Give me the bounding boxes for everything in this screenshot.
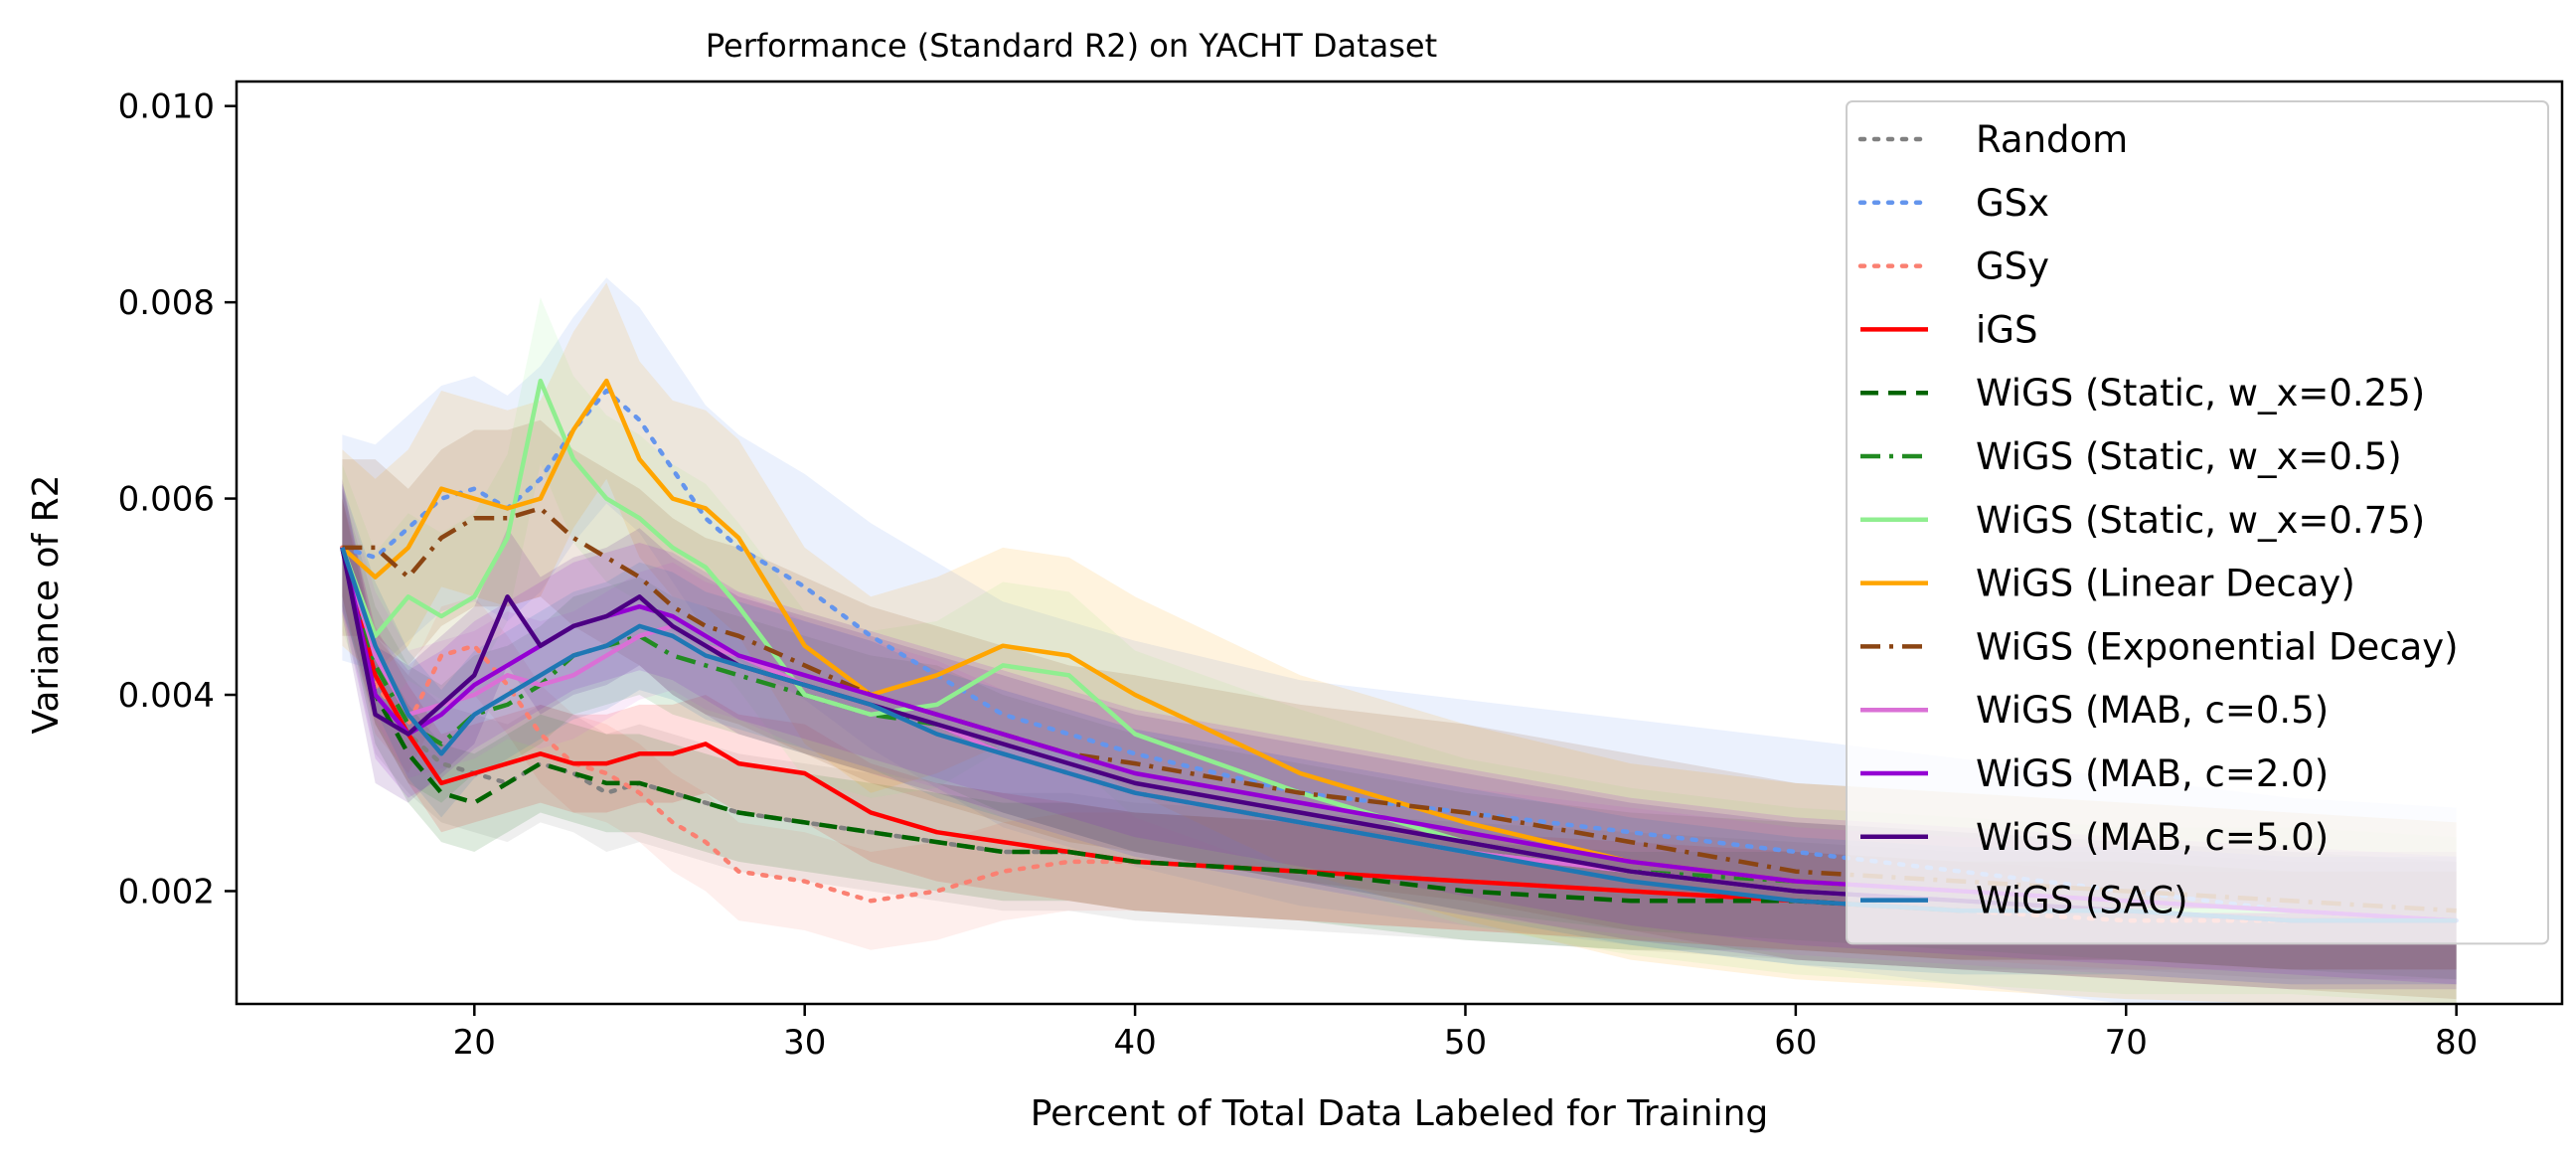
band-wigs-static-w-x-0-25: [342, 498, 2457, 970]
band-igs: [342, 498, 2457, 970]
series-line-wigs-exponential-decay: [342, 506, 2457, 913]
legend-label-wigs-static-w-x-0-25: WiGS (Static, w_x=0.25): [1976, 372, 2425, 414]
legend-label-wigs-mab-c-0-5: WiGS (MAB, c=0.5): [1976, 689, 2329, 732]
plot-frame: [235, 80, 2564, 1006]
x-tick-label: 80: [2435, 1023, 2478, 1063]
x-tick-label: 50: [1444, 1023, 1487, 1063]
series-line-wigs-static-w-x-0-25: [340, 547, 2457, 923]
legend-label-wigs-static-w-x-0-5: WiGS (Static, w_x=0.5): [1976, 435, 2402, 478]
legend-label-wigs-sac: WiGS (SAC): [1976, 880, 2188, 922]
x-axis-ticks: 20 30 40 50 60 70 80: [453, 1004, 2478, 1063]
legend-label-wigs-static-w-x-0-75: WiGS (Static, w_x=0.75): [1976, 499, 2425, 542]
legend-label-wigs-exponential-decay: WiGS (Exponential Decay): [1976, 625, 2459, 668]
x-tick-label: 70: [2105, 1023, 2148, 1063]
series-line-igs: [340, 547, 2457, 923]
x-tick-label: 20: [453, 1023, 496, 1063]
x-tick-label: 30: [783, 1023, 826, 1063]
y-axis-ticks: 0.002 0.004 0.006 0.008 0.010: [118, 87, 237, 911]
y-axis-label: Variance of R2: [26, 474, 67, 734]
series-lines: [340, 378, 2459, 923]
legend-label-wigs-mab-c-2-0: WiGS (MAB, c=2.0): [1976, 752, 2329, 795]
legend-label-gsx: GSx: [1976, 182, 2049, 225]
series-line-gsx: [340, 388, 2459, 923]
legend-label-gsy: GSy: [1976, 246, 2049, 288]
y-tick-label: 0.006: [118, 480, 215, 520]
x-tick-label: 60: [1774, 1023, 1817, 1063]
y-tick-label: 0.010: [118, 87, 215, 127]
y-tick-label: 0.008: [118, 283, 215, 323]
legend-label-igs: iGS: [1976, 308, 2037, 351]
x-tick-label: 40: [1113, 1023, 1156, 1063]
chart-title: Performance (Standard R2) on YACHT Datas…: [706, 27, 1437, 65]
series-line-wigs-sac: [340, 547, 2457, 923]
legend-box: [1846, 100, 2549, 945]
legend-label-random: Random: [1976, 118, 2128, 161]
y-tick-label: 0.004: [118, 676, 215, 716]
legend-label-wigs-mab-c-5-0: WiGS (MAB, c=5.0): [1976, 816, 2329, 859]
legend-label-wigs-linear-decay: WiGS (Linear Decay): [1976, 563, 2355, 605]
legend: Random GSx GSy iGS WiGS (Static, w_x=0.25) Wi…: [1846, 100, 2549, 945]
x-axis-label: Percent of Total Data Labeled for Traini…: [1031, 1093, 1769, 1134]
y-tick-label: 0.002: [118, 872, 215, 911]
series-line-wigs-mab-c-2-0: [340, 547, 2457, 923]
